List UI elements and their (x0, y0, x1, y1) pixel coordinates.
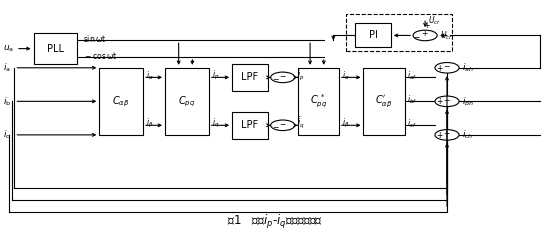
Text: PI: PI (368, 30, 378, 40)
FancyBboxPatch shape (363, 68, 405, 135)
Text: $+$: $+$ (421, 27, 429, 38)
Text: $U_{cr}$: $U_{cr}$ (428, 15, 441, 27)
FancyBboxPatch shape (298, 68, 339, 135)
Text: $-$: $-$ (272, 73, 279, 82)
Circle shape (435, 96, 459, 107)
Text: $U_{cf}$: $U_{cf}$ (440, 29, 453, 42)
Circle shape (271, 120, 295, 131)
Text: $i_{q}$: $i_{q}$ (211, 117, 219, 130)
Text: $\rm -cos\,\omega t$: $\rm -cos\,\omega t$ (83, 50, 117, 61)
Text: $i_{bh}$: $i_{bh}$ (462, 95, 474, 107)
Text: $i_{\rm a}$: $i_{\rm a}$ (3, 61, 11, 74)
Text: $i_{\beta}$: $i_{\beta}$ (341, 117, 349, 130)
Text: $-$: $-$ (413, 31, 421, 40)
Text: $\bar{i}_{p}$: $\bar{i}_{p}$ (298, 67, 305, 82)
Text: $-$: $-$ (279, 118, 287, 127)
Text: $+$: $+$ (423, 20, 430, 30)
Text: $i_{\rm c}$: $i_{\rm c}$ (3, 129, 11, 141)
Circle shape (435, 62, 459, 73)
Text: $i_{bf}$: $i_{bf}$ (407, 93, 417, 106)
Text: $+$: $+$ (436, 130, 444, 140)
Text: $i_{\alpha}$: $i_{\alpha}$ (341, 69, 349, 82)
Text: $C_{\alpha\beta}$: $C_{\alpha\beta}$ (113, 94, 130, 108)
Text: $-$: $-$ (443, 60, 451, 69)
Text: $C_{pq}^{\,*}$: $C_{pq}^{\,*}$ (310, 93, 327, 110)
Text: $C_{\alpha\beta}^{\prime}$: $C_{\alpha\beta}^{\prime}$ (376, 94, 393, 109)
Text: $-$: $-$ (443, 94, 451, 103)
Circle shape (413, 30, 437, 41)
FancyBboxPatch shape (33, 33, 77, 64)
Text: 图1   基于$i_p$-$i_q$谐波检测原理: 图1 基于$i_p$-$i_q$谐波检测原理 (227, 213, 322, 231)
Circle shape (435, 130, 459, 140)
Text: $-$: $-$ (279, 70, 287, 79)
Text: $\rm sin\,\omega t$: $\rm sin\,\omega t$ (83, 33, 107, 44)
Text: $i_{\rm b}$: $i_{\rm b}$ (3, 95, 12, 107)
Text: LPF: LPF (242, 72, 259, 82)
Text: $-$: $-$ (443, 127, 451, 136)
Text: $i_{\alpha}$: $i_{\alpha}$ (146, 69, 153, 82)
FancyBboxPatch shape (232, 64, 268, 91)
FancyBboxPatch shape (355, 23, 391, 47)
Text: $-$: $-$ (272, 121, 279, 130)
Text: $i_{cf}$: $i_{cf}$ (407, 117, 417, 130)
Text: $i_{ch}$: $i_{ch}$ (462, 129, 473, 141)
FancyBboxPatch shape (232, 112, 268, 139)
Text: LPF: LPF (242, 120, 259, 130)
FancyBboxPatch shape (99, 68, 143, 135)
Text: $+$: $+$ (436, 96, 444, 106)
Text: PLL: PLL (47, 44, 64, 54)
Text: $i_{p}$: $i_{p}$ (211, 69, 219, 82)
Circle shape (271, 72, 295, 83)
Text: $i_{af}$: $i_{af}$ (407, 69, 417, 82)
Text: $u_{\rm a}$: $u_{\rm a}$ (3, 43, 14, 54)
Text: $i_{ah}$: $i_{ah}$ (462, 61, 474, 74)
Text: $+$: $+$ (436, 63, 444, 73)
Text: $C_{pq}$: $C_{pq}$ (178, 94, 195, 108)
Text: $i_{\beta}$: $i_{\beta}$ (146, 117, 153, 130)
FancyBboxPatch shape (165, 68, 209, 135)
Text: $\bar{i}_{q}$: $\bar{i}_{q}$ (298, 115, 305, 130)
